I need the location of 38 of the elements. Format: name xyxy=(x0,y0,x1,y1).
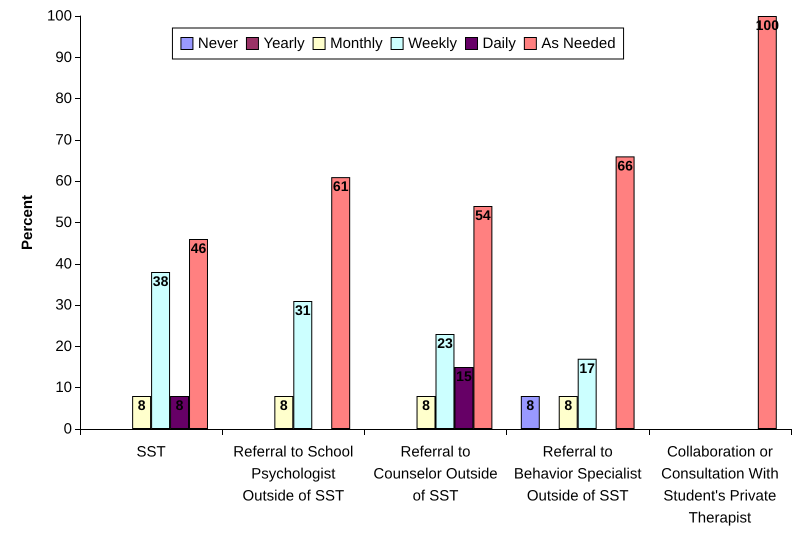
data-label: 8 xyxy=(176,396,184,413)
data-label: 31 xyxy=(294,302,311,318)
data-label: 46 xyxy=(190,240,206,256)
y-tick-label: 40 xyxy=(55,255,72,272)
y-axis-title: Percent xyxy=(19,194,36,250)
y-tick-label: 80 xyxy=(55,90,72,108)
y-tick-label: 60 xyxy=(55,172,72,190)
x-tick-label: Referral to School Psychologist Outside of SST xyxy=(233,444,354,504)
data-label: 23 xyxy=(437,335,453,352)
data-label: 15 xyxy=(456,368,472,384)
data-label: 17 xyxy=(579,360,596,376)
legend-label: Yearly xyxy=(263,35,306,52)
y-tick-label: 70 xyxy=(55,131,72,148)
y-tick-label: 30 xyxy=(55,296,72,314)
y-tick-label: 10 xyxy=(55,379,72,396)
data-label: 54 xyxy=(475,206,491,223)
y-tick-label: 0 xyxy=(64,420,72,438)
x-tick-label: Referral to Counselor Outside of SST xyxy=(373,444,498,504)
x-tick-label: Collaboration or Consultation With Student's Private Therapist xyxy=(661,444,779,526)
data-label: 8 xyxy=(526,396,534,413)
data-label: 8 xyxy=(564,396,572,413)
legend-label: Weekly xyxy=(408,35,458,52)
legend-label: Monthly xyxy=(330,35,384,52)
y-tick-label: 100 xyxy=(46,8,72,24)
data-label: 38 xyxy=(152,273,169,290)
x-tick-label: SST xyxy=(136,444,166,460)
data-label: 8 xyxy=(280,396,288,413)
x-tick-label: Referral to Behavior Specialist Outside of SST xyxy=(514,444,642,504)
data-label: 61 xyxy=(332,178,349,194)
data-label: 8 xyxy=(138,396,146,413)
y-tick-label: 90 xyxy=(55,48,72,66)
legend-label: Daily xyxy=(482,35,516,52)
data-label: 8 xyxy=(422,396,430,413)
legend-label: As Needed xyxy=(541,35,616,52)
y-tick-label: 20 xyxy=(55,338,72,355)
legend-label: Never xyxy=(198,35,238,52)
y-tick-label: 50 xyxy=(55,214,72,231)
data-label: 66 xyxy=(617,157,634,174)
